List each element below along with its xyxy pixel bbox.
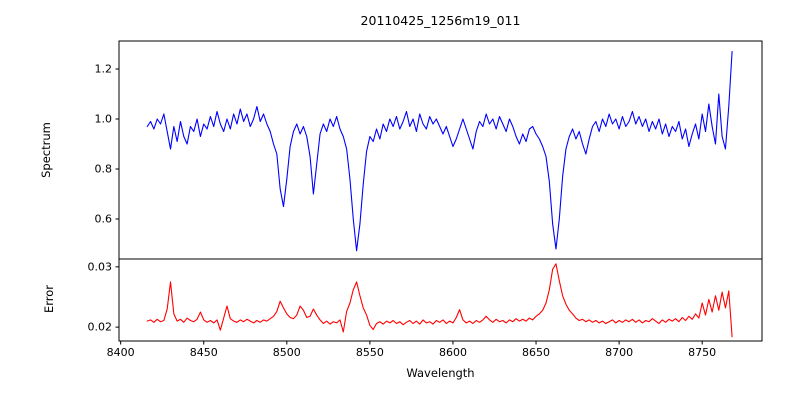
xtick-label: 8700 bbox=[605, 346, 633, 359]
spectrum-axes-frame bbox=[118, 40, 763, 260]
xtick-label: 8600 bbox=[439, 346, 467, 359]
xtick-label: 8750 bbox=[688, 346, 716, 359]
spectrum-ytick-label: 0.8 bbox=[95, 163, 113, 176]
plot-title: 20110425_1256m19_011 bbox=[360, 13, 521, 28]
x-axis-label: Wavelength bbox=[406, 366, 475, 380]
spectrum-ytick-label: 1.0 bbox=[95, 113, 113, 126]
xtick-label: 8650 bbox=[522, 346, 550, 359]
error-ytick-label: 0.03 bbox=[88, 260, 113, 273]
error-line bbox=[146, 263, 733, 338]
xtick-label: 8500 bbox=[273, 346, 301, 359]
xtick-label: 8400 bbox=[107, 346, 135, 359]
error-y-axis-label: Error bbox=[42, 284, 56, 314]
error-axes-frame bbox=[118, 258, 763, 342]
spectrum-ytick-label: 1.2 bbox=[95, 63, 113, 76]
spectrum-line bbox=[146, 50, 733, 252]
spectrum-y-axis-label: Spectrum bbox=[39, 122, 53, 178]
error-ytick-label: 0.02 bbox=[88, 321, 113, 334]
spectrum-ytick-label: 0.6 bbox=[95, 213, 113, 226]
xtick-label: 8550 bbox=[356, 346, 384, 359]
xtick-label: 8450 bbox=[190, 346, 218, 359]
